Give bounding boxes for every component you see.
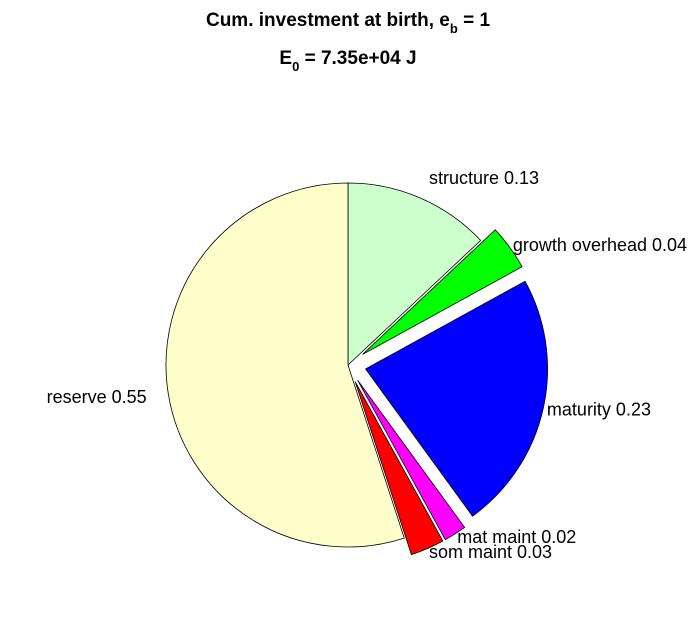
slice-label: reserve 0.55: [47, 387, 147, 407]
title-text: Cum. investment at birth, e: [206, 10, 450, 31]
slice-label: growth overhead 0.04: [513, 235, 687, 255]
subtitle-subscript: 0: [292, 59, 299, 74]
pie-slice: [165, 182, 405, 548]
pie-slice: [354, 381, 444, 556]
slice-label: structure 0.13: [429, 168, 539, 188]
slice-label: mat maint 0.02: [457, 527, 576, 547]
slice-label: som maint 0.03: [429, 542, 552, 562]
pie-slice: [357, 379, 466, 541]
chart-subtitle: E0 = 7.35e+04 J: [279, 48, 416, 74]
pie-slice: [347, 182, 482, 366]
slice-label: maturity 0.23: [547, 399, 651, 419]
pie-slice: [362, 229, 523, 355]
title-subscript: b: [450, 21, 458, 36]
pie-slice: [364, 280, 548, 517]
subtitle-text: E: [279, 48, 292, 69]
chart-title: Cum. investment at birth, eb = 1: [206, 10, 490, 36]
subtitle-text: = 7.35e+04 J: [299, 48, 416, 69]
title-text: = 1: [458, 10, 491, 31]
